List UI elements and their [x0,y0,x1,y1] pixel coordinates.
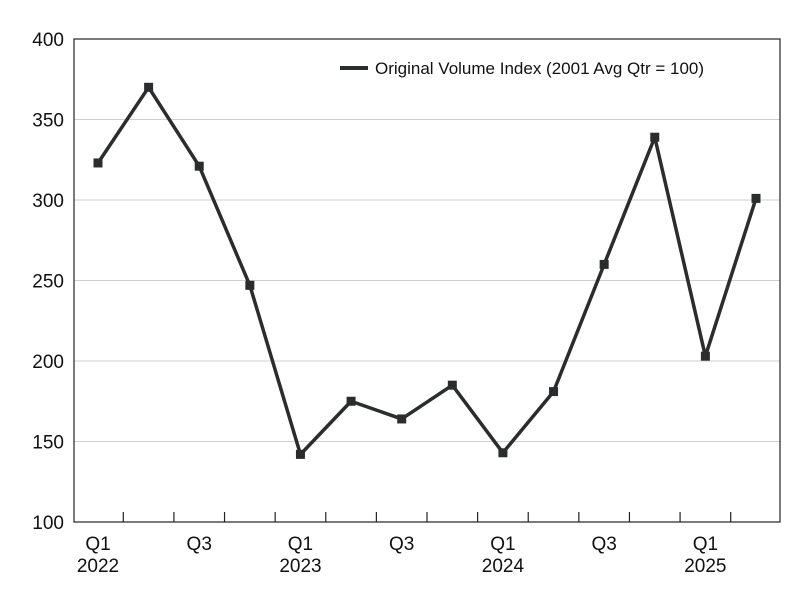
y-tick-label-300: 300 [32,191,64,212]
data-point-q2-2024 [549,387,559,397]
series-layer [93,82,761,459]
data-point-q2-2025 [751,193,761,203]
data-point-q4-2024 [650,132,660,142]
x-tick-label-quarter: Q1 [85,534,110,555]
y-tick-label-100: 100 [32,513,64,534]
data-point-q1-2024 [498,448,508,458]
data-point-q1-2023 [295,449,305,459]
x-tick-label-quarter: Q1 [288,534,313,555]
x-tick-label-quarter: Q1 [490,534,515,555]
data-point-q1-2022 [93,158,103,168]
x-tick-label-quarter: Q1 [693,534,718,555]
y-tick-label-250: 250 [32,272,64,293]
x-tick-label-quarter: Q3 [187,534,212,555]
data-point-q1-2025 [700,351,710,361]
y-axis-ticks: 100 150 200 250 300 350 400 [32,30,64,534]
gridlines [74,119,780,442]
data-point-q3-2022 [194,161,204,171]
y-tick-label-400: 400 [32,30,64,51]
data-point-q2-2023 [346,396,356,406]
data-point-q4-2022 [245,280,255,290]
data-point-q3-2024 [599,259,609,269]
data-point-q3-2023 [397,414,407,424]
x-tick-label-year: 2023 [279,556,321,577]
data-point-q2-2022 [144,82,154,92]
x-tick-label-year: 2022 [77,556,119,577]
y-tick-label-150: 150 [32,433,64,454]
x-tick-label-year: 2024 [482,556,525,577]
x-tick-label-quarter: Q3 [591,534,616,555]
y-tick-label-350: 350 [32,111,64,132]
y-tick-label-200: 200 [32,352,64,373]
x-tick-label-quarter: Q3 [389,534,414,555]
x-tick-label-year: 2025 [684,556,726,577]
legend: Original Volume Index (2001 Avg Qtr = 10… [340,59,704,78]
series-line-0 [96,85,758,457]
legend-label-series-0: Original Volume Index (2001 Avg Qtr = 10… [375,59,704,78]
data-point-q4-2023 [447,380,457,390]
